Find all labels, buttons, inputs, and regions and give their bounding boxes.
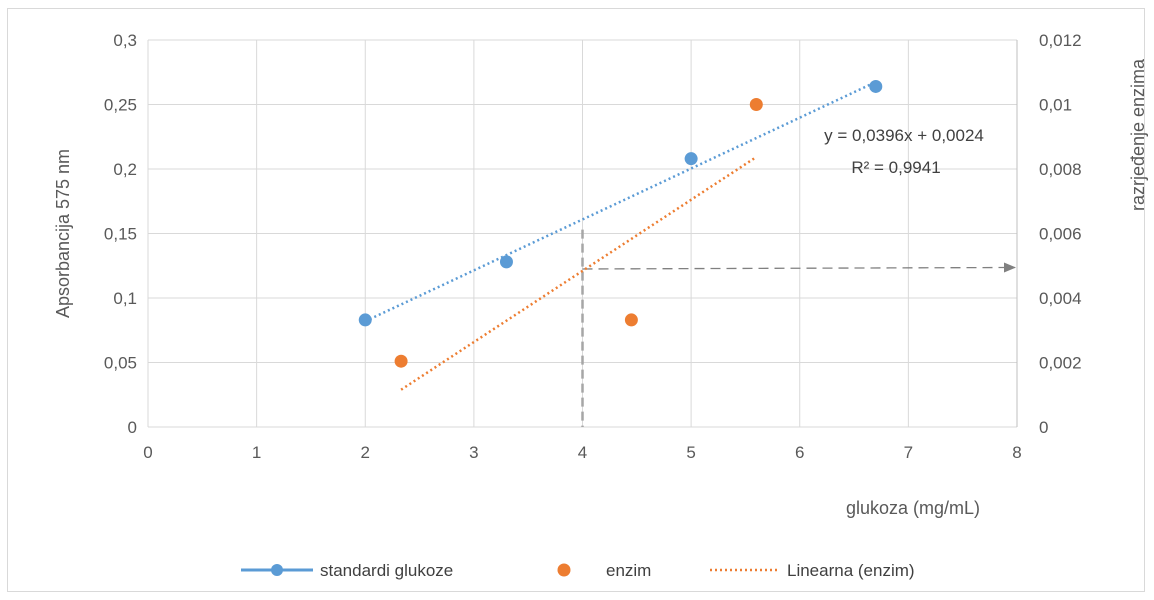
- point-standard: [684, 152, 698, 166]
- legend-label-enzyme: enzim: [606, 561, 651, 580]
- y-tick-label: 0,15: [104, 225, 137, 244]
- x-tick-label: 0: [143, 443, 152, 462]
- legend-marker-standard: [271, 564, 283, 576]
- x-tick-label: 6: [795, 443, 804, 462]
- x-tick-label: 5: [686, 443, 695, 462]
- point-standard: [499, 255, 513, 269]
- y-tick-label: 0,1: [113, 289, 137, 308]
- point-standard: [869, 79, 883, 93]
- trend-r-squared: R² = 0,9941: [851, 158, 940, 177]
- x-tick-label: 8: [1012, 443, 1021, 462]
- y2-tick-label: 0,012: [1039, 31, 1082, 50]
- x-tick-label: 1: [252, 443, 261, 462]
- y-tick-label: 0,3: [113, 31, 137, 50]
- trendline-standard: [364, 80, 877, 323]
- legend-marker-enzyme: [557, 563, 571, 577]
- x-tick-label: 2: [361, 443, 370, 462]
- point-standard: [358, 313, 372, 327]
- point-enzyme: [624, 313, 638, 327]
- point-enzyme: [749, 98, 763, 111]
- y-tick-label: 0,25: [104, 96, 137, 115]
- legend-label-trend: Linearna (enzim): [787, 561, 915, 580]
- point-enzyme: [394, 354, 408, 368]
- x-tick-label: 4: [578, 443, 587, 462]
- y2-tick-label: 0: [1039, 418, 1048, 437]
- x-axis-title: glukoza (mg/mL): [846, 498, 980, 518]
- trendline-enzyme: [400, 156, 757, 391]
- y-axis-title: Apsorbancija 575 nm: [53, 149, 73, 318]
- y2-tick-label: 0,004: [1039, 289, 1082, 308]
- y-tick-label: 0,05: [104, 354, 137, 373]
- x-tick-label: 7: [904, 443, 913, 462]
- y2-tick-label: 0,01: [1039, 96, 1072, 115]
- trend-equation: y = 0,0396x + 0,0024: [824, 126, 984, 145]
- y2-tick-label: 0,008: [1039, 160, 1082, 179]
- y2-tick-label: 0,006: [1039, 225, 1082, 244]
- y2-tick-label: 0,002: [1039, 354, 1082, 373]
- x-tick-label: 3: [469, 443, 478, 462]
- y-tick-label: 0: [128, 418, 137, 437]
- y2-axis-title: razrjeđenje enzima: [1128, 58, 1148, 211]
- chart-frame: [7, 8, 1145, 592]
- legend-label-standard: standardi glukoze: [320, 561, 453, 580]
- y-tick-label: 0,2: [113, 160, 137, 179]
- guide-arrow: [582, 262, 1016, 273]
